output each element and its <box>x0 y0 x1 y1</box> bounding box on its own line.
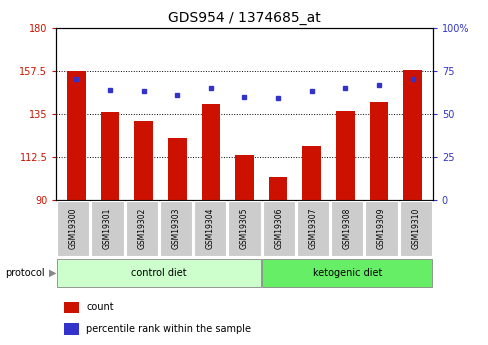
Bar <box>403 70 421 200</box>
Bar <box>365 201 397 256</box>
Text: GSM19303: GSM19303 <box>171 208 180 249</box>
Bar <box>296 201 328 256</box>
Text: GSM19309: GSM19309 <box>376 208 385 249</box>
Bar <box>228 201 260 256</box>
Text: control diet: control diet <box>131 268 186 277</box>
Text: protocol: protocol <box>5 268 44 277</box>
Bar <box>57 259 261 286</box>
Text: GSM19307: GSM19307 <box>308 208 317 249</box>
Text: GSM19304: GSM19304 <box>205 208 214 249</box>
Text: GSM19301: GSM19301 <box>103 208 112 249</box>
Bar <box>134 120 153 200</box>
Bar <box>57 201 89 256</box>
Text: ketogenic diet: ketogenic diet <box>312 268 381 277</box>
Bar <box>369 102 387 200</box>
Bar <box>63 323 79 335</box>
Bar <box>268 177 287 200</box>
Title: GDS954 / 1374685_at: GDS954 / 1374685_at <box>168 11 320 25</box>
Bar <box>302 146 320 200</box>
Bar <box>330 201 363 256</box>
Bar <box>235 155 253 200</box>
Bar <box>201 104 220 200</box>
Bar <box>160 201 192 256</box>
Bar <box>101 112 119 200</box>
Text: GSM19308: GSM19308 <box>342 208 351 249</box>
Bar <box>262 259 431 286</box>
Text: GSM19300: GSM19300 <box>69 208 78 249</box>
Bar <box>91 201 123 256</box>
Bar <box>194 201 226 256</box>
Text: GSM19306: GSM19306 <box>274 208 283 249</box>
Text: GSM19302: GSM19302 <box>137 208 146 249</box>
Bar <box>168 138 186 200</box>
Bar <box>335 111 354 200</box>
Bar <box>125 201 158 256</box>
Text: ▶: ▶ <box>49 268 57 277</box>
Bar <box>262 201 294 256</box>
Text: percentile rank within the sample: percentile rank within the sample <box>86 324 251 334</box>
Text: GSM19305: GSM19305 <box>240 208 248 249</box>
Bar <box>67 71 85 200</box>
Text: count: count <box>86 302 114 312</box>
Bar <box>399 201 431 256</box>
Bar <box>63 302 79 313</box>
Text: GSM19310: GSM19310 <box>410 208 419 249</box>
